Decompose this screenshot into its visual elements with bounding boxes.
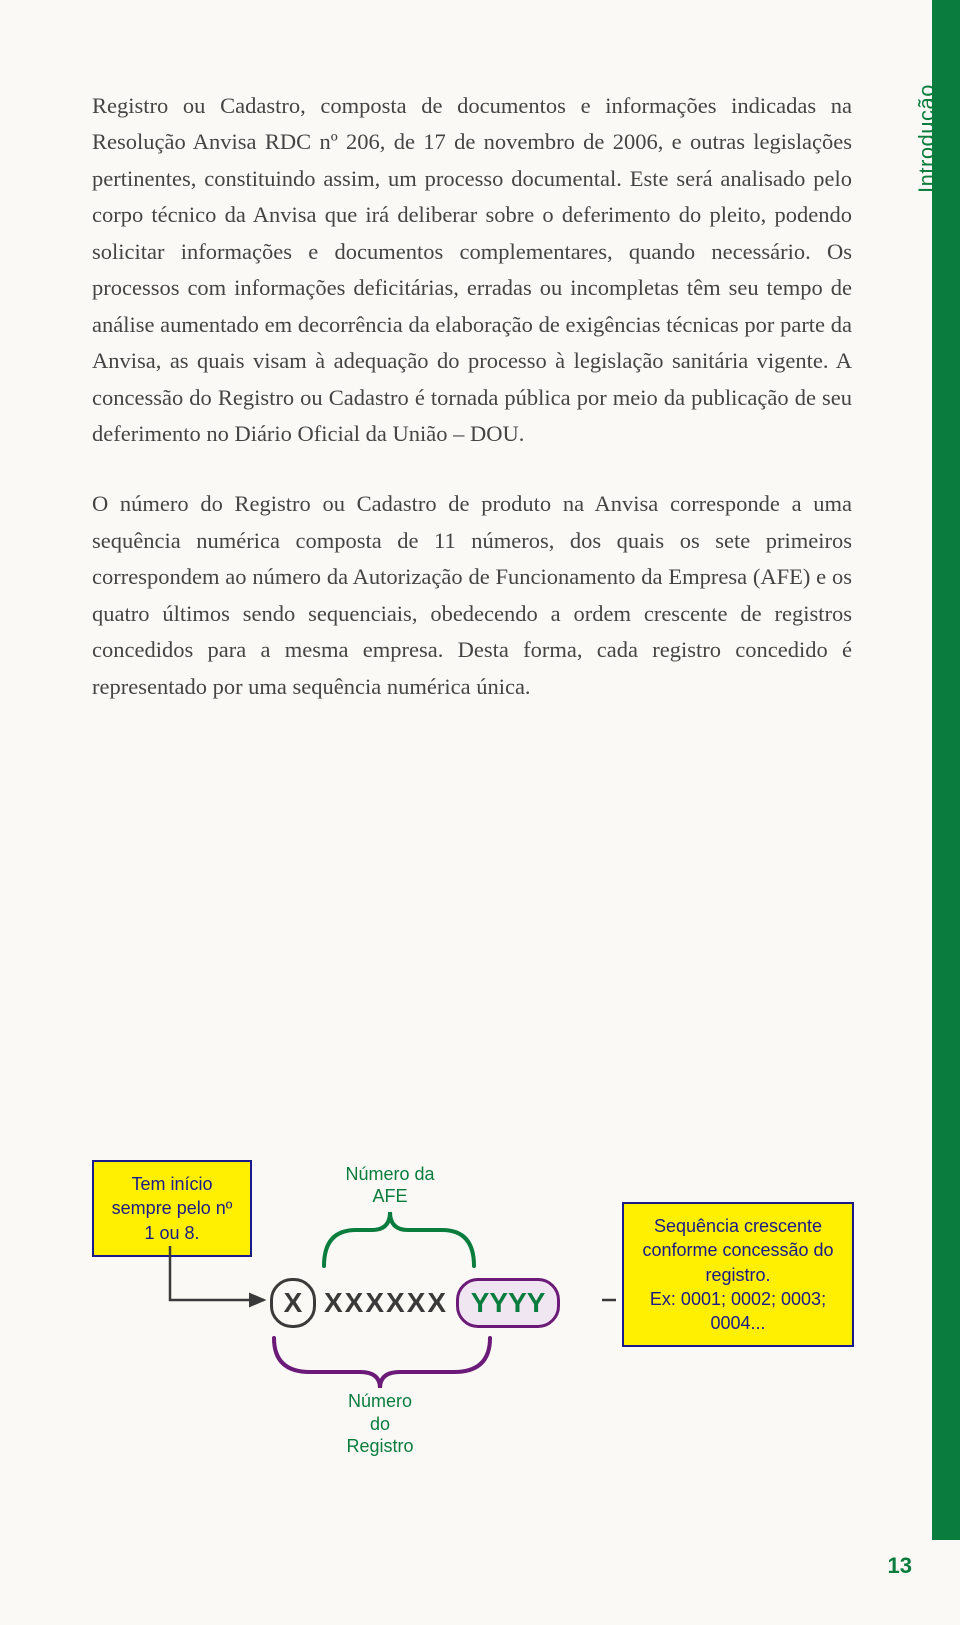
diagram-connectors <box>92 1160 872 1500</box>
paragraph-2: O número do Registro ou Cadastro de prod… <box>92 486 852 705</box>
paragraph-1: Registro ou Cadastro, composta de docume… <box>92 88 852 452</box>
section-label: Introdução <box>914 84 940 193</box>
page-number: 13 <box>888 1553 912 1579</box>
side-accent-bar <box>932 0 960 1540</box>
registro-number-diagram: Tem início sempre pelo nº 1 ou 8. Número… <box>92 1160 872 1500</box>
body-content: Registro ou Cadastro, composta de docume… <box>92 88 852 739</box>
